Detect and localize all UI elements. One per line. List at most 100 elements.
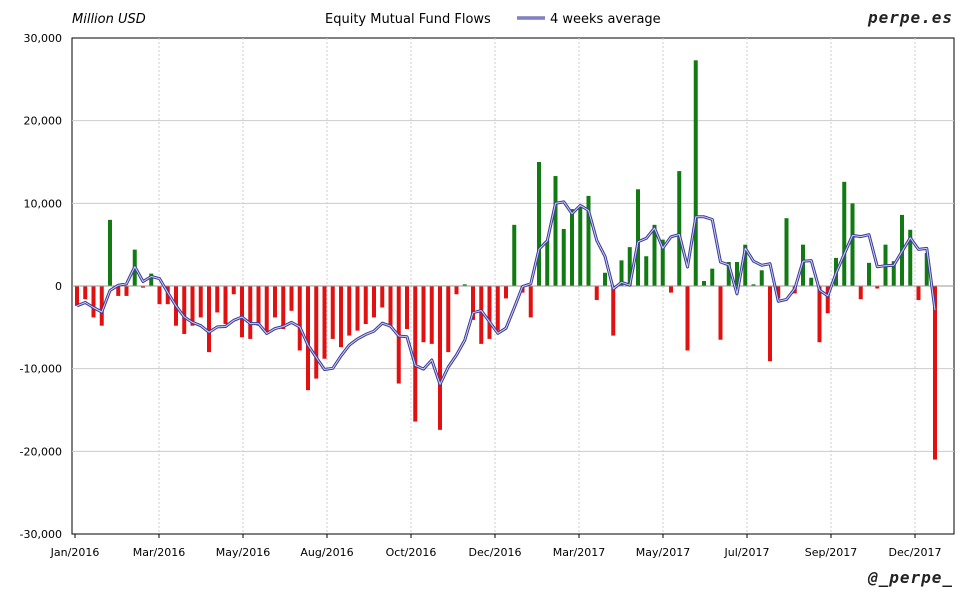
flow-bar [83, 286, 88, 300]
flow-bar [141, 286, 145, 288]
flow-bar [669, 286, 673, 293]
y-axis-unit-label: Million USD [72, 12, 146, 27]
flow-bar [652, 224, 657, 286]
x-tick-label: Mar/2017 [553, 546, 605, 559]
flow-bar [858, 286, 863, 300]
flow-bar [240, 286, 244, 338]
flow-bar [875, 286, 880, 289]
y-tick-label: -30,000 [20, 528, 62, 541]
flow-bar [108, 219, 112, 286]
flow-bar [75, 286, 79, 306]
flow-bar [685, 286, 690, 351]
flow-bar [726, 262, 731, 286]
flow-bar [231, 286, 236, 295]
y-tick-label: -20,000 [20, 445, 62, 458]
flow-bar [149, 273, 154, 286]
flow-bar [611, 286, 616, 336]
x-tick-label: Sep/2017 [805, 546, 857, 559]
flow-bar [256, 286, 261, 326]
flow-bar [570, 209, 574, 286]
flow-bar [702, 281, 706, 286]
flow-bar [462, 284, 467, 286]
flow-bar [248, 286, 253, 339]
flow-bar [446, 286, 451, 353]
weekly-flow-bars [72, 60, 954, 460]
x-tick-label: Aug/2016 [300, 546, 353, 559]
flow-bar [330, 286, 335, 339]
flow-bar [537, 162, 541, 286]
flow-bar [825, 286, 830, 314]
y-tick-label: 10,000 [24, 197, 63, 210]
flow-bar [322, 286, 327, 359]
flow-bar [586, 195, 591, 286]
flow-bar [413, 286, 418, 422]
flow-bar [347, 286, 352, 336]
flow-bar [264, 286, 269, 333]
flow-bar [842, 181, 847, 286]
watermark-bottom: @_perpe_ [867, 568, 953, 587]
flow-bar [594, 286, 599, 301]
flow-bar [306, 286, 310, 391]
x-tick-label: Dec/2016 [469, 546, 522, 559]
x-tick-label: Jan/2016 [50, 546, 100, 559]
x-tick-label: May/2017 [636, 546, 690, 559]
y-tick-label: -10,000 [20, 363, 62, 376]
flow-bar [718, 286, 723, 340]
flow-bar [916, 286, 921, 301]
flow-bar [471, 286, 475, 320]
flow-bar [619, 260, 624, 286]
flow-bar [710, 268, 715, 286]
flow-bar [182, 286, 187, 334]
flow-bar [644, 256, 649, 286]
flow-bar [603, 272, 607, 286]
flow-bar [273, 286, 277, 318]
flow-bar [223, 286, 228, 325]
flow-bar [215, 286, 220, 313]
flow-bar [512, 224, 517, 286]
flow-bar [660, 239, 665, 286]
flow-bar [677, 171, 682, 286]
flow-bar [429, 286, 434, 344]
flow-bar [850, 203, 855, 286]
x-axis-ticks: Jan/2016 Mar/2016 May/2016 Aug/2016 Oct/2016… [50, 534, 942, 559]
flow-bar [281, 286, 286, 329]
flow-bar [421, 286, 426, 343]
flow-bar [908, 229, 913, 286]
flow-bar [636, 189, 640, 286]
flow-bar [487, 286, 492, 339]
flow-bar [627, 247, 632, 286]
flow-bar [867, 262, 871, 286]
flow-bar [438, 286, 442, 430]
flow-bar [289, 286, 294, 311]
flow-bar [198, 286, 203, 318]
x-tick-label: Oct/2016 [386, 546, 437, 559]
flow-bar [363, 286, 368, 325]
flow-bar [504, 286, 508, 299]
flow-bar [809, 277, 814, 286]
flow-bar [578, 207, 583, 286]
x-tick-label: May/2016 [216, 546, 270, 559]
flow-bar [817, 286, 822, 343]
flow-bar [784, 218, 789, 286]
flow-bar [99, 286, 104, 326]
flow-bar [933, 286, 937, 460]
flow-bar [735, 262, 739, 286]
flow-bar [339, 286, 343, 348]
flow-bar [314, 286, 319, 379]
flow-bar [545, 240, 550, 286]
flow-bar [743, 244, 748, 286]
flow-bar [495, 286, 500, 331]
avg-line-inner [76, 201, 936, 385]
flow-bar [454, 286, 459, 295]
flow-bar [372, 286, 376, 318]
y-tick-label: 30,000 [24, 32, 63, 45]
flow-bar [776, 286, 781, 299]
flow-bar [924, 252, 929, 286]
watermark-top: perpe.es [867, 8, 953, 27]
flow-bar [759, 270, 764, 286]
y-tick-label: 0 [55, 280, 62, 293]
flow-bar [355, 286, 360, 331]
flow-bar [124, 286, 129, 296]
flow-bar [190, 286, 195, 326]
